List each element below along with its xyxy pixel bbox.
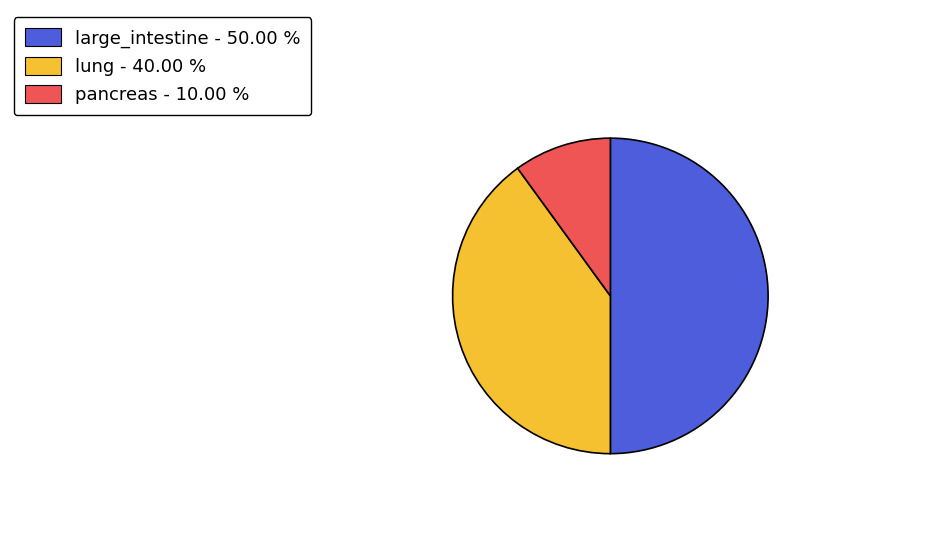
Legend: large_intestine - 50.00 %, lung - 40.00 %, pancreas - 10.00 %: large_intestine - 50.00 %, lung - 40.00 …	[14, 17, 312, 115]
Wedge shape	[610, 138, 768, 454]
Wedge shape	[453, 168, 610, 454]
Wedge shape	[517, 138, 610, 296]
